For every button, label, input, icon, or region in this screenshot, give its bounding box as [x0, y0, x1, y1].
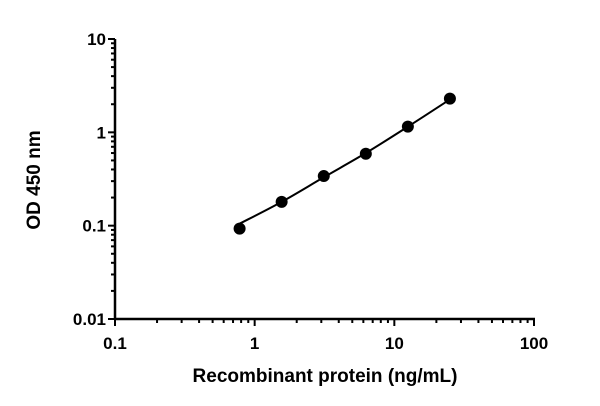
y-tick-label: 0.1 — [82, 217, 106, 236]
data-point — [443, 92, 456, 105]
x-tick-label: 1 — [250, 334, 259, 353]
data-point — [275, 195, 288, 208]
y-tick-label: 10 — [87, 30, 106, 49]
x-axis-label: Recombinant protein (ng/mL) — [193, 366, 458, 387]
y-axis-label: OD 450 nm — [24, 130, 45, 229]
axes — [108, 38, 535, 326]
x-tick-labels: 0.1 1 10 100 — [103, 334, 548, 353]
data-points — [233, 92, 456, 235]
x-tick-label: 0.1 — [103, 334, 127, 353]
x-tick-label: 10 — [385, 334, 404, 353]
data-point — [359, 147, 372, 160]
y-tick-label: 1 — [97, 123, 106, 142]
y-tick-labels: 0.01 0.1 1 10 — [73, 30, 106, 329]
fit-curve — [239, 98, 451, 225]
data-point — [317, 170, 330, 183]
data-point — [233, 222, 246, 235]
x-tick-label: 100 — [520, 334, 548, 353]
y-tick-label: 0.01 — [73, 310, 106, 329]
data-point — [401, 120, 414, 133]
